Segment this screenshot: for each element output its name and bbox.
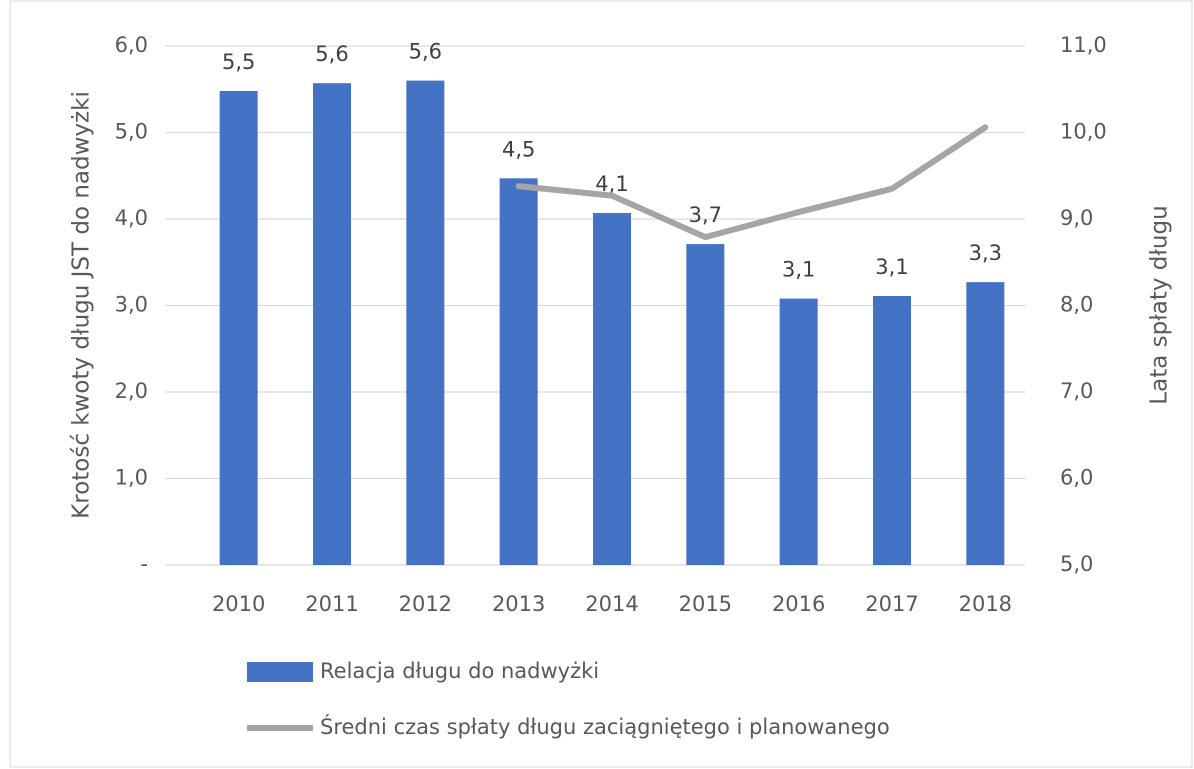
x-tick-label: 2010 [212, 592, 265, 616]
bar [966, 282, 1005, 565]
legend-swatch [247, 662, 313, 682]
bar [219, 90, 258, 565]
y2-tick-label: 11,0 [1060, 33, 1107, 57]
line [515, 124, 989, 241]
bar [499, 178, 538, 565]
y-tick-label: 1,0 [115, 466, 148, 490]
y-axis-label: Krotość kwoty długu JST do nadwyżki [69, 91, 95, 519]
legend-label: Relacja długu do nadwyżki [320, 659, 599, 683]
bar [873, 295, 911, 565]
data-label: 5,5 [222, 50, 255, 74]
y-tick-label: - [140, 552, 148, 576]
bar [406, 80, 445, 565]
y-tick-label: 5,0 [115, 120, 148, 144]
y2-tick-label: 10,0 [1060, 120, 1107, 144]
y2-tick-label: 7,0 [1060, 379, 1093, 403]
data-label: 3,1 [782, 258, 815, 282]
data-label: 3,1 [875, 255, 908, 279]
data-label: 3,7 [689, 203, 722, 227]
y2-tick-label: 9,0 [1060, 206, 1093, 230]
bar [593, 212, 631, 565]
x-tick-label: 2014 [585, 592, 638, 616]
y-tick-label: 2,0 [115, 379, 148, 403]
x-tick-label: 2012 [399, 592, 452, 616]
x-tick-label: 2017 [865, 592, 918, 616]
y2-axis-label: Lata spłaty długu [1147, 205, 1173, 404]
data-label: 3,3 [969, 241, 1002, 265]
bar [313, 83, 351, 565]
bar [686, 244, 725, 565]
data-label: 4,5 [502, 137, 535, 161]
x-tick-label: 2016 [772, 592, 825, 616]
y-tick-label: 3,0 [115, 293, 148, 317]
y2-tick-label: 6,0 [1060, 466, 1093, 490]
y-tick-label: 6,0 [115, 33, 148, 57]
x-tick-label: 2013 [492, 592, 545, 616]
y2-tick-label: 8,0 [1060, 293, 1093, 317]
y2-tick-label: 5,0 [1060, 552, 1093, 576]
x-tick-label: 2015 [679, 592, 732, 616]
data-label: 5,6 [315, 42, 348, 66]
y-tick-label: 4,0 [115, 206, 148, 230]
x-tick-label: 2018 [959, 592, 1012, 616]
x-tick-label: 2011 [305, 592, 358, 616]
bar [779, 298, 818, 565]
data-label: 5,6 [409, 40, 442, 64]
legend-label: Średni czas spłaty długu zaciągniętego i… [320, 714, 890, 739]
